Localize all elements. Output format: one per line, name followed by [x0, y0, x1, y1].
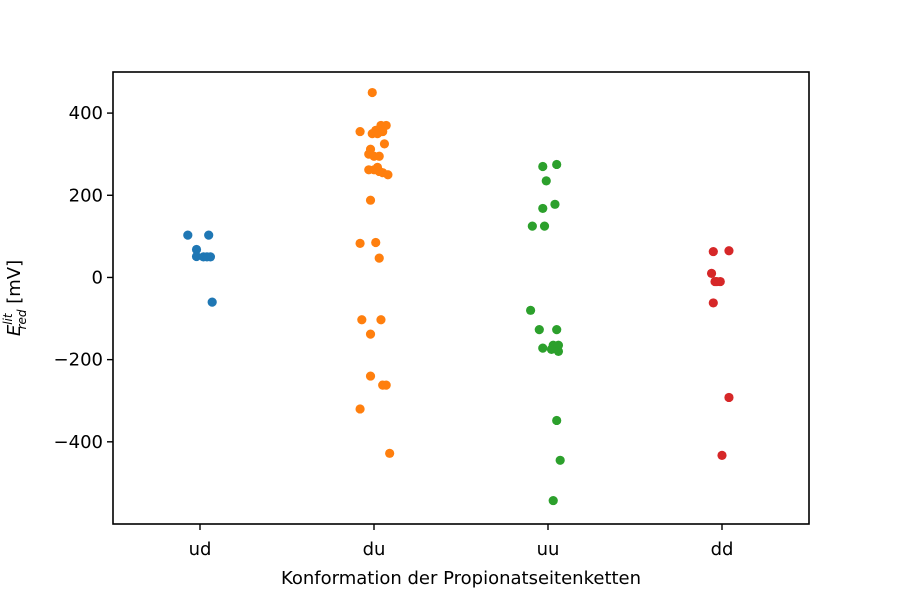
data-point-uu: [538, 343, 548, 353]
y-tick-label: −200: [54, 350, 103, 371]
data-point-du: [355, 404, 365, 414]
data-point-uu: [534, 325, 544, 335]
y-tick-label: 200: [69, 185, 103, 206]
x-axis-label: Konformation der Propionatseitenketten: [281, 568, 641, 589]
data-point-dd: [706, 268, 717, 278]
y-axis-label-unit: [mV]: [4, 260, 25, 310]
data-point-uu: [552, 325, 562, 335]
data-point-uu: [548, 495, 558, 506]
y-tick-label: −400: [54, 432, 103, 453]
data-point-du: [374, 151, 384, 161]
data-point-dd: [724, 392, 734, 403]
data-point-uu: [550, 199, 560, 209]
y-tick-label: 0: [92, 267, 103, 288]
data-point-du: [367, 87, 377, 98]
data-point-uu: [553, 346, 564, 357]
data-point-uu: [538, 203, 548, 214]
x-tick-label: uu: [537, 539, 560, 560]
data-point-du: [385, 448, 395, 458]
data-point-ud: [191, 244, 202, 255]
data-point-du: [355, 126, 365, 137]
data-point-uu: [546, 344, 557, 354]
y-axis-label-subscript: red: [15, 309, 29, 329]
data-point-uu: [526, 305, 536, 315]
data-point-dd: [712, 276, 722, 287]
data-point-du: [371, 237, 381, 248]
data-point-ud: [207, 297, 217, 307]
data-point-ud: [191, 251, 202, 262]
y-axis-label-symbol: E: [4, 324, 25, 336]
data-point-dd: [717, 450, 727, 460]
data-point-du: [374, 253, 384, 263]
data-point-ud: [202, 252, 212, 262]
data-point-du: [376, 315, 386, 325]
data-point-ud: [183, 230, 193, 240]
plot-frame: [112, 71, 810, 525]
data-point-du: [378, 126, 388, 137]
data-point-uu: [527, 221, 537, 231]
data-point-ud: [204, 230, 214, 240]
x-tick-label: dd: [711, 539, 734, 560]
data-point-uu: [552, 415, 562, 426]
data-point-du: [365, 195, 376, 205]
data-point-du: [381, 380, 391, 390]
data-point-du: [365, 329, 376, 339]
data-point-dd: [708, 298, 718, 308]
data-point-du: [383, 170, 393, 180]
data-point-uu: [541, 176, 551, 186]
y-axis-label-superscript: lit: [1, 312, 15, 325]
x-tick-label: du: [363, 539, 386, 560]
data-point-du: [357, 315, 367, 325]
y-tick-label: 400: [69, 103, 103, 124]
x-tick-label: ud: [189, 539, 212, 560]
data-point-du: [379, 139, 390, 149]
data-point-dd: [708, 246, 718, 257]
data-point-du: [355, 238, 365, 248]
data-points: [183, 87, 734, 506]
data-point-uu: [538, 161, 548, 172]
data-point-uu: [552, 159, 562, 170]
data-point-dd: [724, 246, 734, 256]
y-axis-label: Elitred [mV]: [1, 260, 29, 336]
data-point-uu: [539, 221, 550, 231]
data-point-du: [365, 371, 376, 381]
data-point-uu: [555, 455, 565, 465]
axes: 400 200 0 −200 −400 ud du uu dd: [54, 103, 734, 560]
